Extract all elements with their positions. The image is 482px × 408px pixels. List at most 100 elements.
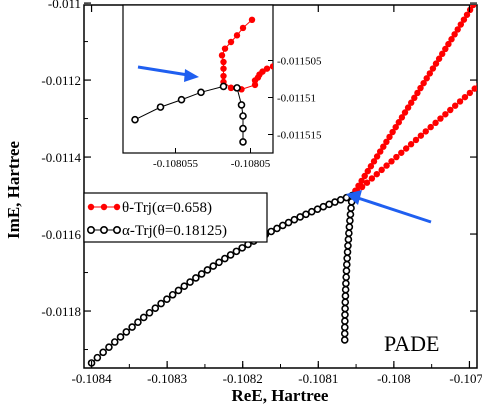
data-point [302, 210, 310, 219]
inset-axes: -0.108055 -0.10805 -0.011505 -0.01151 -0.011… [153, 56, 322, 171]
data-point [341, 298, 350, 307]
data-point [373, 170, 380, 178]
data-point [163, 295, 171, 303]
legend-marker-theta [87, 203, 95, 211]
inset-data-point [239, 24, 247, 32]
data-point [364, 167, 372, 175]
data-point [435, 55, 443, 62]
x-tick-label: -0.1079 [449, 371, 482, 386]
inset-y-tick-label: -0.011505 [277, 56, 322, 68]
inset-data-point [269, 63, 273, 70]
data-point [343, 254, 351, 263]
data-point [427, 123, 434, 131]
data-point [407, 141, 415, 148]
data-point [442, 111, 449, 118]
data-point [197, 270, 206, 278]
inset-data-point [259, 68, 266, 75]
data-point [412, 136, 420, 144]
x-tick-label: -0.108 [377, 371, 411, 386]
data-point [139, 313, 148, 322]
data-point [461, 93, 469, 101]
inset-data-point [177, 95, 186, 104]
data-point [345, 229, 353, 238]
data-point [439, 50, 446, 58]
data-point [456, 98, 464, 105]
data-point [342, 279, 350, 288]
data-point [340, 336, 349, 344]
data-point [203, 266, 212, 274]
data-point [471, 85, 477, 92]
data-point [296, 213, 304, 221]
inset-data-point [233, 32, 241, 39]
data-point [341, 292, 350, 300]
data-point [368, 175, 376, 182]
data-point [226, 251, 235, 259]
inset-data-point [227, 38, 235, 46]
data-point [346, 210, 355, 219]
data-point [395, 119, 403, 126]
data-point [344, 241, 352, 250]
inset-y-tick-label: -0.01151 [277, 93, 316, 105]
data-point [157, 299, 165, 308]
inset-data-point [239, 112, 247, 120]
data-point [93, 353, 102, 362]
x-tick-label: -0.1081 [298, 371, 338, 386]
data-point [451, 102, 459, 109]
data-point [363, 179, 371, 186]
y-tick-label: -0.0114 [41, 150, 81, 165]
x-axis-title: ReE, Hartree [232, 386, 329, 405]
data-point [134, 318, 142, 327]
inset-frame [122, 4, 274, 154]
data-point [463, 11, 471, 18]
legend-label-alpha: α-Trj(θ=0.18125) [122, 223, 227, 239]
legend-entry-alpha: α-Trj(θ=0.18125) [87, 223, 227, 239]
inset-y-tick-label: -0.011515 [277, 130, 322, 142]
legend-entry-theta: θ-Trj(α=0.658) [87, 200, 212, 216]
inset-data-point [233, 84, 241, 92]
data-point [432, 119, 439, 127]
data-point [401, 109, 409, 116]
inset-data-point [197, 88, 205, 97]
main-arrow [346, 190, 432, 224]
inset-data-point [220, 72, 227, 80]
data-point [476, 82, 477, 87]
data-point [215, 258, 223, 267]
data-point [221, 254, 229, 263]
inset-data-point [251, 81, 259, 89]
data-point [105, 343, 113, 351]
data-point [267, 227, 275, 236]
data-point [388, 158, 395, 165]
data-point [345, 223, 354, 231]
data-point [180, 282, 189, 290]
inset-series-group [131, 16, 273, 146]
data-point [414, 89, 421, 97]
data-point [445, 40, 452, 48]
data-point [398, 114, 406, 121]
data-point [423, 75, 430, 82]
inset-data-point [239, 138, 247, 146]
data-point [342, 267, 351, 275]
inset-data-point [220, 65, 227, 72]
data-point [417, 84, 424, 92]
data-point [404, 104, 412, 111]
data-point [448, 36, 455, 43]
data-point [373, 153, 381, 160]
data-point [392, 123, 399, 131]
data-point [383, 138, 390, 146]
data-point [307, 207, 316, 216]
data-point [342, 260, 351, 269]
data-point [358, 177, 365, 185]
data-point [340, 323, 349, 332]
data-point [151, 304, 160, 312]
data-point [432, 60, 440, 67]
inset-data-point [239, 124, 247, 133]
main-axes: -0.1084 -0.1083 -0.1082 -0.1081 -0.108 -0.107… [41, 0, 482, 386]
data-point [402, 145, 410, 152]
inset-data-point [263, 65, 271, 72]
data-point [437, 115, 444, 122]
data-point [347, 204, 355, 212]
data-point [116, 333, 125, 341]
inset-data-point [227, 84, 235, 92]
series-line [351, 85, 477, 196]
x-tick-label: -0.1084 [72, 371, 113, 386]
